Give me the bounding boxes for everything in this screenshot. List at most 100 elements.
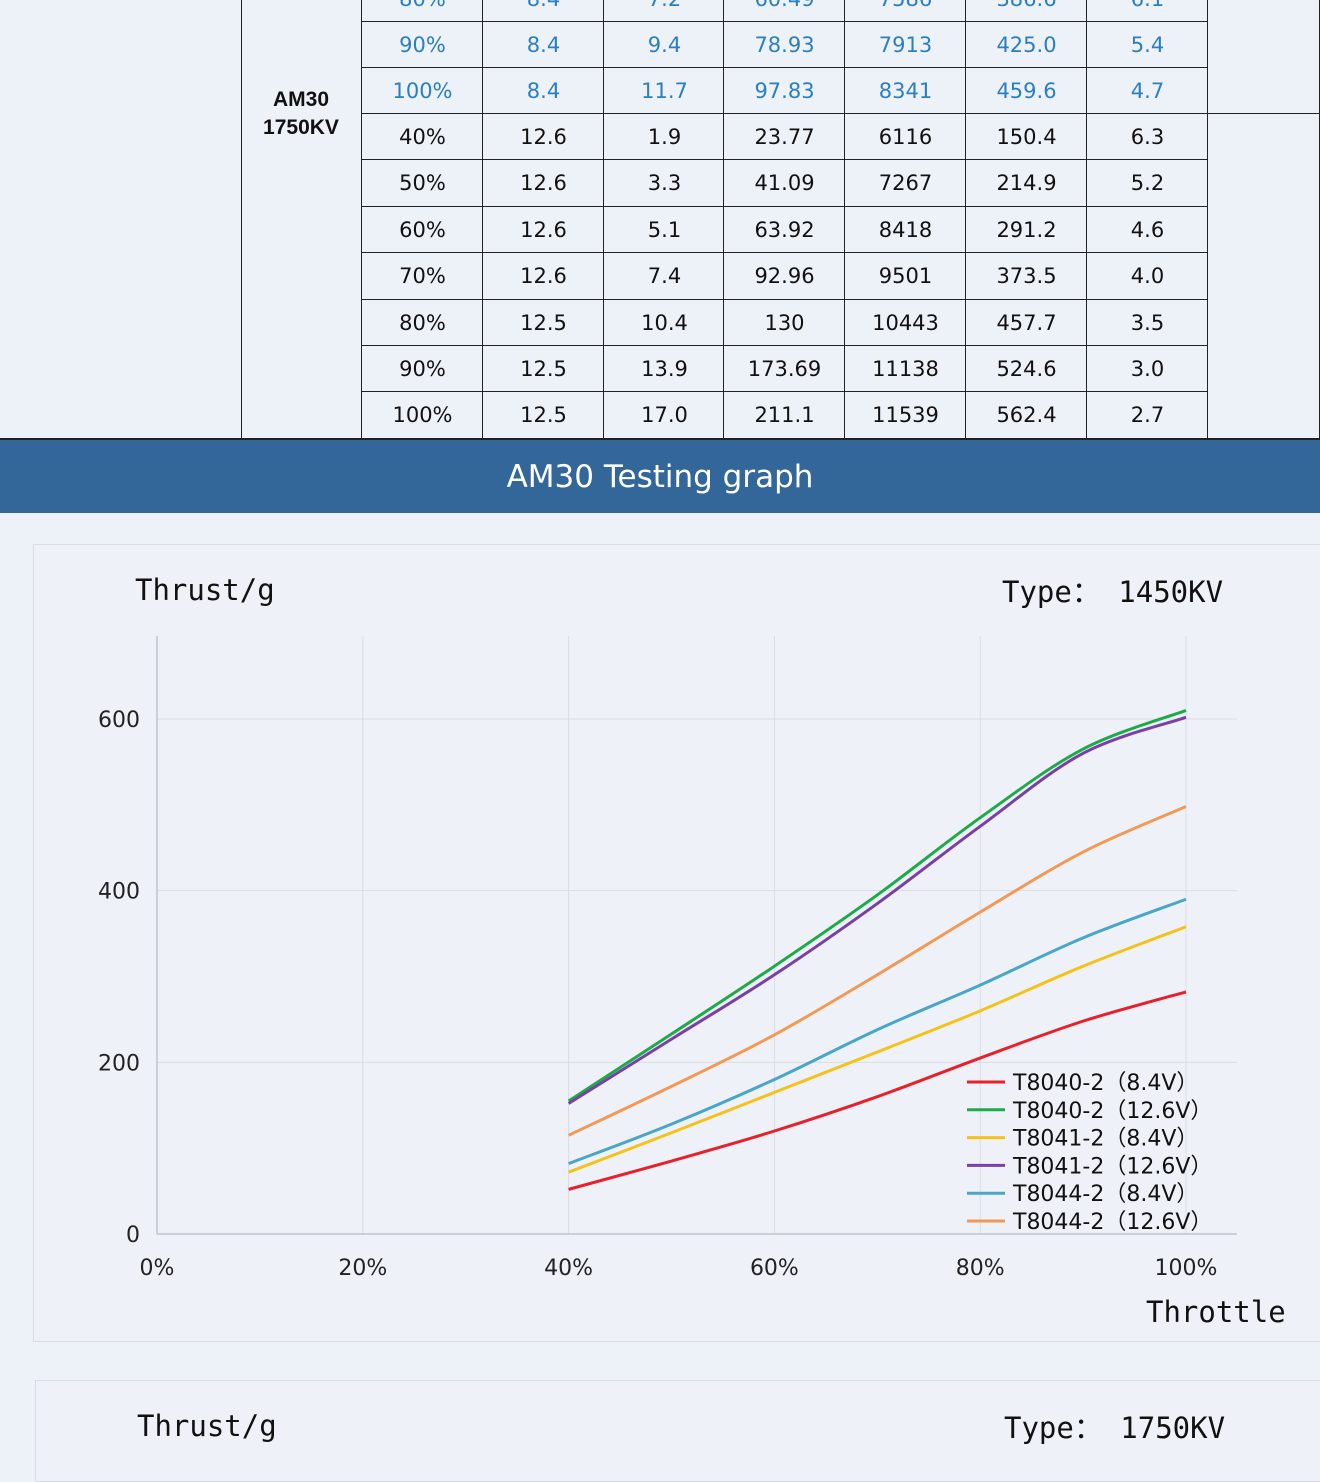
table-cell: 457.7 xyxy=(996,311,1057,335)
table-vline xyxy=(603,0,604,440)
chart-title-2: Type： 1750KV xyxy=(1004,1411,1226,1445)
x-axis-title: Throttle xyxy=(1146,1295,1286,1329)
table-cell: 7267 xyxy=(878,171,933,195)
table-cell: 524.6 xyxy=(996,357,1057,381)
table-cell: 100% xyxy=(392,79,453,103)
table-cell: 41.09 xyxy=(754,171,815,195)
table-cell: 214.9 xyxy=(996,171,1057,195)
spec-table: 80%8.47.260.497586386.66.190%8.49.478.93… xyxy=(0,0,1320,440)
table-cell: 8.4 xyxy=(526,33,561,57)
table-cell: 3.3 xyxy=(647,171,682,195)
table-hline xyxy=(361,299,1208,300)
table-cell: 173.69 xyxy=(747,357,822,381)
table-cell: 8341 xyxy=(878,79,933,103)
table-cell: 459.6 xyxy=(996,79,1057,103)
table-cell: 8.4 xyxy=(483,0,604,22)
table-hline xyxy=(361,113,1208,114)
table-vline xyxy=(965,0,966,440)
table-cell: 562.4 xyxy=(996,403,1057,427)
table-hline xyxy=(361,206,1208,207)
table-cell: 11138 xyxy=(872,357,939,381)
table-cell: 7.2 xyxy=(604,0,725,22)
table-cell: 90% xyxy=(399,357,446,381)
chart-panel-1450kv: Thrust/g Type： 1450KV Throttle xyxy=(33,544,1320,1342)
banner-title: AM30 Testing graph xyxy=(506,458,814,495)
table-cell: 17.0 xyxy=(641,403,688,427)
table-cell: 12.6 xyxy=(520,171,567,195)
table-vline xyxy=(723,0,724,440)
table-cell: 5.4 xyxy=(1130,33,1165,57)
table-cell: 9501 xyxy=(878,264,933,288)
table-cell: 80% xyxy=(399,311,446,335)
table-cell: 4.6 xyxy=(1130,218,1165,242)
table-cell: 92.96 xyxy=(754,264,815,288)
table-vline xyxy=(1207,0,1208,440)
table-cell: 10443 xyxy=(872,311,939,335)
table-hline xyxy=(361,391,1208,392)
table-cell: 13.9 xyxy=(641,357,688,381)
model-kv: 1750KV xyxy=(263,116,339,139)
table-cell: 60.49 xyxy=(724,0,845,22)
table-vline xyxy=(241,0,242,440)
table-hline xyxy=(361,252,1208,253)
table-cell: 5.1 xyxy=(647,218,682,242)
table-cell: 11.7 xyxy=(641,79,688,103)
table-bottom-line xyxy=(0,438,1320,440)
table-cell: 12.6 xyxy=(520,218,567,242)
y-axis-title: Thrust/g xyxy=(135,573,275,607)
model-name: AM30 xyxy=(272,88,330,111)
table-vline xyxy=(482,0,483,440)
table-cell: 4.7 xyxy=(1130,79,1165,103)
table-cell: 90% xyxy=(399,33,446,57)
table-cell: 150.4 xyxy=(996,125,1057,149)
table-cell: 130 xyxy=(764,311,805,335)
table-cell: 9.4 xyxy=(647,33,682,57)
table-cell: 12.5 xyxy=(520,311,567,335)
table-cell: 50% xyxy=(399,171,446,195)
table-cell: 6.1 xyxy=(1087,0,1208,22)
table-cell: 12.5 xyxy=(520,403,567,427)
table-cell: 8.4 xyxy=(526,79,561,103)
table-cell: 97.83 xyxy=(754,79,815,103)
chart-panel-1750kv: Thrust/g Type： 1750KV xyxy=(35,1380,1320,1482)
table-cell: 12.5 xyxy=(520,357,567,381)
table-cell: 3.5 xyxy=(1130,311,1165,335)
table-vline xyxy=(1086,0,1087,440)
section-banner: AM30 Testing graph xyxy=(0,440,1320,513)
table-cell: 7586 xyxy=(845,0,966,22)
table-cell: 80% xyxy=(362,0,483,22)
table-cell: 211.1 xyxy=(754,403,815,427)
model-label: AM30 1750KV xyxy=(242,86,360,142)
table-cell: 291.2 xyxy=(996,218,1057,242)
table-cell: 12.6 xyxy=(520,264,567,288)
table-cell: 2.7 xyxy=(1130,403,1165,427)
table-hline xyxy=(1207,113,1320,114)
table-cell: 10.4 xyxy=(641,311,688,335)
y-axis-title-2: Thrust/g xyxy=(137,1409,277,1443)
table-cell: 70% xyxy=(399,264,446,288)
table-cell: 60% xyxy=(399,218,446,242)
table-hline xyxy=(361,21,1208,22)
table-vline xyxy=(844,0,845,440)
table-hline xyxy=(361,345,1208,346)
table-cell: 6116 xyxy=(878,125,933,149)
table-cell: 5.2 xyxy=(1130,171,1165,195)
table-vline xyxy=(361,0,362,440)
table-cell: 63.92 xyxy=(754,218,815,242)
chart-title: Type： 1450KV xyxy=(1002,575,1224,609)
table-hline xyxy=(361,67,1208,68)
table-cell: 425.0 xyxy=(996,33,1057,57)
table-cell: 100% xyxy=(392,403,453,427)
table-cell: 11539 xyxy=(872,403,939,427)
table-cell: 8418 xyxy=(878,218,933,242)
table-cell: 23.77 xyxy=(754,125,815,149)
table-cell: 386.6 xyxy=(966,0,1087,22)
table-cell: 4.0 xyxy=(1130,264,1165,288)
table-cell: 1.9 xyxy=(647,125,682,149)
table-cell: 7913 xyxy=(878,33,933,57)
table-cell: 12.6 xyxy=(520,125,567,149)
table-cell: 3.0 xyxy=(1130,357,1165,381)
table-hline xyxy=(361,159,1208,160)
table-cell: 7.4 xyxy=(647,264,682,288)
table-cell: 373.5 xyxy=(996,264,1057,288)
